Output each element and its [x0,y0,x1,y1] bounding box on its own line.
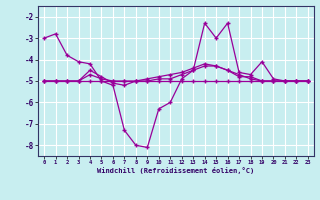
X-axis label: Windchill (Refroidissement éolien,°C): Windchill (Refroidissement éolien,°C) [97,167,255,174]
